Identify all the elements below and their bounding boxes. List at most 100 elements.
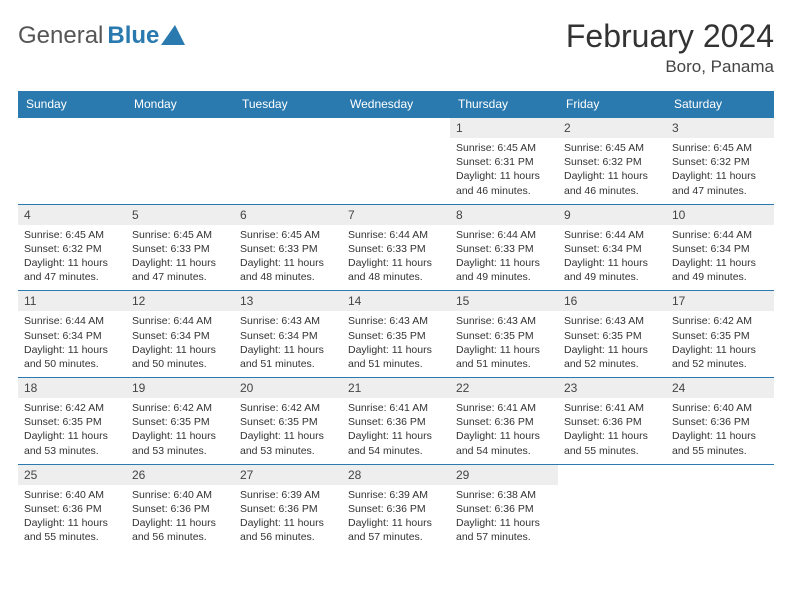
day-cell: 17Sunrise: 6:42 AMSunset: 6:35 PMDayligh…	[666, 290, 774, 377]
day-body: Sunrise: 6:44 AMSunset: 6:33 PMDaylight:…	[450, 225, 558, 291]
day-cell: 12Sunrise: 6:44 AMSunset: 6:34 PMDayligh…	[126, 290, 234, 377]
day-number: 8	[450, 205, 558, 225]
day-cell: 27Sunrise: 6:39 AMSunset: 6:36 PMDayligh…	[234, 464, 342, 551]
day-number: 17	[666, 291, 774, 311]
day-body: Sunrise: 6:41 AMSunset: 6:36 PMDaylight:…	[342, 398, 450, 464]
day-body: Sunrise: 6:40 AMSunset: 6:36 PMDaylight:…	[126, 485, 234, 551]
day-body: Sunrise: 6:41 AMSunset: 6:36 PMDaylight:…	[450, 398, 558, 464]
day-cell: 29Sunrise: 6:38 AMSunset: 6:36 PMDayligh…	[450, 464, 558, 551]
empty-cell	[558, 464, 666, 551]
weekday-label: Tuesday	[234, 91, 342, 117]
day-body: Sunrise: 6:39 AMSunset: 6:36 PMDaylight:…	[342, 485, 450, 551]
day-cell: 16Sunrise: 6:43 AMSunset: 6:35 PMDayligh…	[558, 290, 666, 377]
day-cell: 26Sunrise: 6:40 AMSunset: 6:36 PMDayligh…	[126, 464, 234, 551]
day-cell: 22Sunrise: 6:41 AMSunset: 6:36 PMDayligh…	[450, 377, 558, 464]
location-subtitle: Boro, Panama	[566, 57, 774, 77]
day-cell: 3Sunrise: 6:45 AMSunset: 6:32 PMDaylight…	[666, 117, 774, 204]
day-cell: 28Sunrise: 6:39 AMSunset: 6:36 PMDayligh…	[342, 464, 450, 551]
day-body: Sunrise: 6:39 AMSunset: 6:36 PMDaylight:…	[234, 485, 342, 551]
day-number: 29	[450, 465, 558, 485]
day-number: 2	[558, 118, 666, 138]
day-body: Sunrise: 6:44 AMSunset: 6:34 PMDaylight:…	[558, 225, 666, 291]
day-number: 27	[234, 465, 342, 485]
day-body: Sunrise: 6:44 AMSunset: 6:33 PMDaylight:…	[342, 225, 450, 291]
day-number: 20	[234, 378, 342, 398]
day-number: 15	[450, 291, 558, 311]
day-number: 25	[18, 465, 126, 485]
day-number: 14	[342, 291, 450, 311]
day-cell: 2Sunrise: 6:45 AMSunset: 6:32 PMDaylight…	[558, 117, 666, 204]
day-cell: 1Sunrise: 6:45 AMSunset: 6:31 PMDaylight…	[450, 117, 558, 204]
day-number: 18	[18, 378, 126, 398]
day-cell: 7Sunrise: 6:44 AMSunset: 6:33 PMDaylight…	[342, 204, 450, 291]
weekday-label: Sunday	[18, 91, 126, 117]
day-cell: 4Sunrise: 6:45 AMSunset: 6:32 PMDaylight…	[18, 204, 126, 291]
day-body: Sunrise: 6:41 AMSunset: 6:36 PMDaylight:…	[558, 398, 666, 464]
day-body: Sunrise: 6:40 AMSunset: 6:36 PMDaylight:…	[666, 398, 774, 464]
empty-cell	[342, 117, 450, 204]
logo: GeneralBlue	[18, 22, 185, 50]
day-cell: 15Sunrise: 6:43 AMSunset: 6:35 PMDayligh…	[450, 290, 558, 377]
day-number: 7	[342, 205, 450, 225]
day-body: Sunrise: 6:45 AMSunset: 6:31 PMDaylight:…	[450, 138, 558, 204]
day-body: Sunrise: 6:45 AMSunset: 6:33 PMDaylight:…	[126, 225, 234, 291]
empty-cell	[126, 117, 234, 204]
day-cell: 24Sunrise: 6:40 AMSunset: 6:36 PMDayligh…	[666, 377, 774, 464]
day-body: Sunrise: 6:40 AMSunset: 6:36 PMDaylight:…	[18, 485, 126, 551]
day-number: 28	[342, 465, 450, 485]
day-body: Sunrise: 6:42 AMSunset: 6:35 PMDaylight:…	[126, 398, 234, 464]
day-cell: 21Sunrise: 6:41 AMSunset: 6:36 PMDayligh…	[342, 377, 450, 464]
day-number: 21	[342, 378, 450, 398]
weekday-header-row: SundayMondayTuesdayWednesdayThursdayFrid…	[18, 91, 774, 117]
calendar-grid: 1Sunrise: 6:45 AMSunset: 6:31 PMDaylight…	[18, 117, 774, 550]
logo-triangle-icon	[161, 25, 185, 45]
day-cell: 6Sunrise: 6:45 AMSunset: 6:33 PMDaylight…	[234, 204, 342, 291]
day-body: Sunrise: 6:38 AMSunset: 6:36 PMDaylight:…	[450, 485, 558, 551]
header: GeneralBlue February 2024 Boro, Panama	[18, 18, 774, 77]
day-cell: 14Sunrise: 6:43 AMSunset: 6:35 PMDayligh…	[342, 290, 450, 377]
day-number: 13	[234, 291, 342, 311]
day-cell: 19Sunrise: 6:42 AMSunset: 6:35 PMDayligh…	[126, 377, 234, 464]
logo-text-general: General	[18, 22, 103, 50]
day-cell: 20Sunrise: 6:42 AMSunset: 6:35 PMDayligh…	[234, 377, 342, 464]
day-cell: 8Sunrise: 6:44 AMSunset: 6:33 PMDaylight…	[450, 204, 558, 291]
day-number: 10	[666, 205, 774, 225]
empty-cell	[234, 117, 342, 204]
day-number: 3	[666, 118, 774, 138]
day-number: 5	[126, 205, 234, 225]
weekday-label: Friday	[558, 91, 666, 117]
day-body: Sunrise: 6:42 AMSunset: 6:35 PMDaylight:…	[18, 398, 126, 464]
day-body: Sunrise: 6:45 AMSunset: 6:32 PMDaylight:…	[666, 138, 774, 204]
day-number: 22	[450, 378, 558, 398]
day-body: Sunrise: 6:45 AMSunset: 6:32 PMDaylight:…	[18, 225, 126, 291]
day-cell: 9Sunrise: 6:44 AMSunset: 6:34 PMDaylight…	[558, 204, 666, 291]
day-body: Sunrise: 6:42 AMSunset: 6:35 PMDaylight:…	[234, 398, 342, 464]
day-number: 12	[126, 291, 234, 311]
day-body: Sunrise: 6:44 AMSunset: 6:34 PMDaylight:…	[18, 311, 126, 377]
day-body: Sunrise: 6:45 AMSunset: 6:33 PMDaylight:…	[234, 225, 342, 291]
day-body: Sunrise: 6:43 AMSunset: 6:35 PMDaylight:…	[342, 311, 450, 377]
day-number: 24	[666, 378, 774, 398]
day-number: 11	[18, 291, 126, 311]
day-number: 23	[558, 378, 666, 398]
logo-text-blue: Blue	[107, 22, 159, 50]
day-cell: 25Sunrise: 6:40 AMSunset: 6:36 PMDayligh…	[18, 464, 126, 551]
day-body: Sunrise: 6:44 AMSunset: 6:34 PMDaylight:…	[666, 225, 774, 291]
day-body: Sunrise: 6:45 AMSunset: 6:32 PMDaylight:…	[558, 138, 666, 204]
title-block: February 2024 Boro, Panama	[566, 18, 774, 77]
day-body: Sunrise: 6:42 AMSunset: 6:35 PMDaylight:…	[666, 311, 774, 377]
day-number: 19	[126, 378, 234, 398]
empty-cell	[18, 117, 126, 204]
day-body: Sunrise: 6:43 AMSunset: 6:35 PMDaylight:…	[558, 311, 666, 377]
day-cell: 5Sunrise: 6:45 AMSunset: 6:33 PMDaylight…	[126, 204, 234, 291]
page-title: February 2024	[566, 18, 774, 55]
weekday-label: Saturday	[666, 91, 774, 117]
day-body: Sunrise: 6:43 AMSunset: 6:34 PMDaylight:…	[234, 311, 342, 377]
day-number: 9	[558, 205, 666, 225]
day-cell: 11Sunrise: 6:44 AMSunset: 6:34 PMDayligh…	[18, 290, 126, 377]
day-cell: 23Sunrise: 6:41 AMSunset: 6:36 PMDayligh…	[558, 377, 666, 464]
empty-cell	[666, 464, 774, 551]
day-number: 4	[18, 205, 126, 225]
day-body: Sunrise: 6:43 AMSunset: 6:35 PMDaylight:…	[450, 311, 558, 377]
day-number: 6	[234, 205, 342, 225]
